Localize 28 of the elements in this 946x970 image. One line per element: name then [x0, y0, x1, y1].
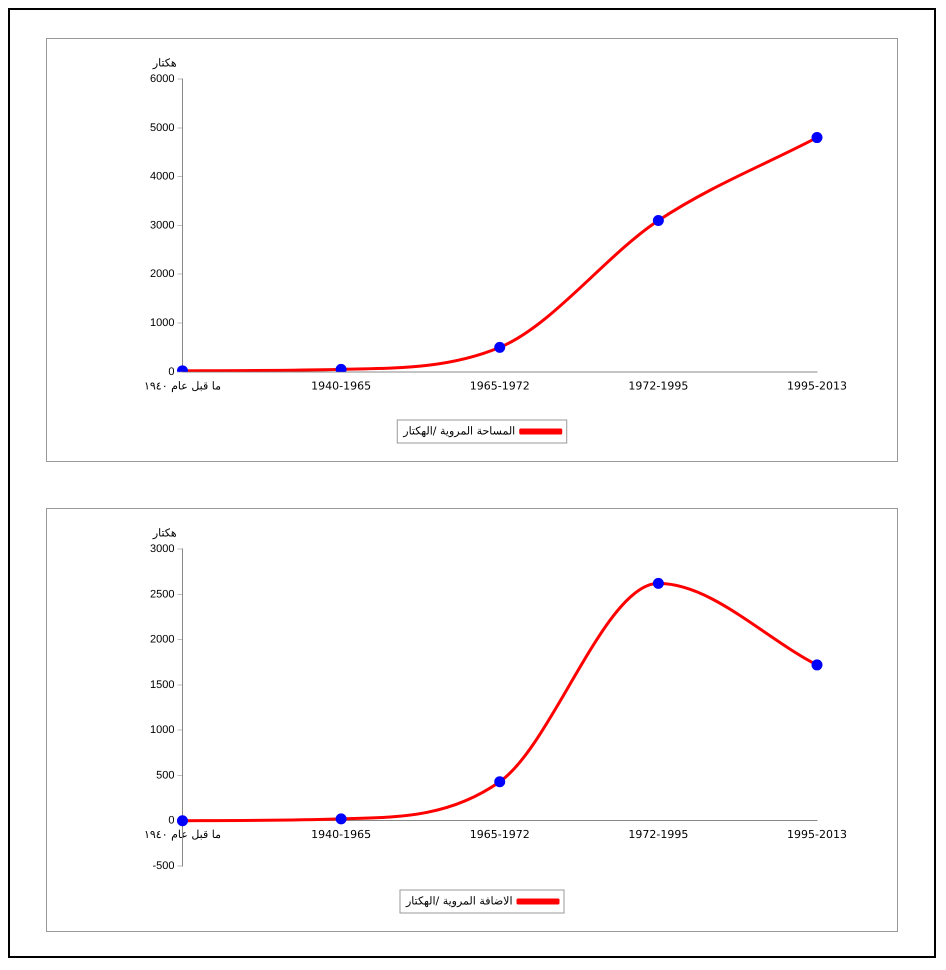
- legend-label: الاضافة المروية /الهكتار: [404, 894, 513, 908]
- x-tick-label: 1972-1995: [628, 828, 688, 842]
- y-tick-label: 2000: [150, 634, 174, 646]
- y-tick-label: 1000: [150, 724, 174, 736]
- x-tick-label: 1940-1965: [311, 828, 372, 842]
- y-tick-label: 4000: [150, 170, 174, 183]
- y-tick-label: 6000: [150, 73, 174, 86]
- y-tick-label: 0: [168, 366, 174, 378]
- y-tick-label: 1500: [150, 678, 174, 691]
- y-tick-label: 500: [156, 769, 174, 782]
- y-tick-label: 1000: [150, 317, 174, 330]
- y-tick-label: 5000: [150, 122, 174, 134]
- x-tick-label: 1972-1995: [628, 379, 688, 392]
- x-tick-label: 1995-2013: [787, 828, 847, 842]
- y-tick-label: -500: [152, 860, 174, 872]
- legend-label: المساحة المروية /الهكتار: [402, 424, 516, 438]
- y-tick-label: 0: [168, 814, 174, 827]
- y-axis-title: هكتار: [152, 56, 177, 70]
- x-tick-label: 1965-1972: [470, 379, 530, 392]
- y-tick-label: 2500: [150, 588, 174, 600]
- x-tick-label: 1940-1965: [311, 379, 372, 392]
- x-tick-label: 1995-2013: [787, 379, 847, 392]
- y-tick-label: 3000: [150, 543, 174, 556]
- y-axis-title: هكتار: [152, 526, 177, 540]
- x-tick-label: ما قبل عام ١٩٤٠: [144, 379, 222, 392]
- y-tick-label: 2000: [150, 268, 174, 280]
- y-tick-label: 3000: [150, 219, 174, 232]
- x-tick-label: 1965-1972: [470, 828, 530, 842]
